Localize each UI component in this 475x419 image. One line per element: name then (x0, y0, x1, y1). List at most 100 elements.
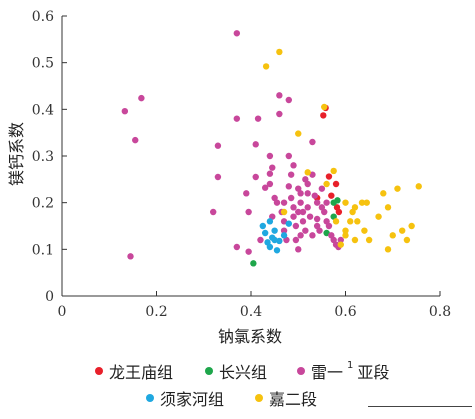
legend-label-sup: 1 (347, 359, 354, 371)
data-point (285, 96, 292, 104)
data-point (273, 247, 281, 254)
legend-item-changxing: 长兴组 (205, 359, 267, 383)
data-point (323, 199, 330, 206)
data-point (245, 248, 252, 255)
data-point (287, 194, 295, 202)
data-point (361, 227, 368, 234)
y-tick-label: 0 (45, 289, 54, 305)
data-point (297, 190, 304, 197)
x-tick-label: 0 (58, 304, 67, 320)
data-point (271, 227, 278, 234)
data-point (299, 218, 307, 225)
data-point (320, 112, 327, 119)
data-point (351, 236, 359, 244)
data-point (297, 199, 304, 206)
legend-dot-icon (297, 367, 305, 375)
x-axis-label: 钠氯系数 (218, 327, 282, 346)
axes: 0 0.2 0.4 0.6 0.8 0 0.1 0.2 0.3 0.4 0.5 0.6 (32, 9, 451, 320)
legend-item-xujiahe: 须家河组 (146, 386, 224, 410)
data-point (335, 208, 343, 216)
legend: 龙王庙组 长兴组 雷一 1 亚段 须家河组 嘉二段 (0, 354, 475, 414)
data-point (259, 222, 267, 230)
x-tick-label: 0.6 (334, 304, 356, 320)
data-point (342, 199, 349, 206)
data-point (325, 173, 333, 180)
data-point (295, 208, 302, 216)
legend-item-leiyi: 雷一 1 亚段 (297, 359, 389, 383)
y-tick-label: 0.6 (32, 9, 54, 25)
legend-item-longwangmiao: 龙王庙组 (95, 359, 173, 383)
data-point (325, 222, 333, 230)
data-point (280, 227, 288, 234)
data-point (332, 218, 340, 225)
y-tick-label: 0.5 (32, 56, 54, 72)
data-point (269, 164, 276, 171)
x-tick-label: 0.8 (429, 304, 451, 320)
data-point (375, 213, 382, 220)
data-point (285, 152, 292, 160)
data-point (287, 171, 295, 178)
data-point (290, 162, 297, 169)
data-point (266, 243, 274, 251)
data-point (415, 183, 422, 190)
y-tick-label: 0.3 (32, 149, 54, 165)
legend-item-jiaer: 嘉二段 (255, 386, 317, 410)
data-point (280, 208, 288, 216)
data-points (121, 30, 422, 267)
data-point (285, 183, 292, 190)
legend-dot-icon (205, 367, 213, 375)
data-point (337, 241, 344, 248)
data-point (233, 115, 241, 122)
data-point (243, 190, 250, 197)
data-point (347, 218, 354, 225)
data-point (309, 232, 316, 239)
data-point (313, 222, 321, 230)
data-point (273, 199, 281, 206)
legend-label: 龙王庙组 (109, 363, 174, 382)
data-point (276, 110, 283, 118)
data-point (389, 232, 396, 239)
data-point (313, 199, 321, 206)
y-tick-label: 0.1 (32, 242, 54, 258)
data-point (309, 138, 316, 146)
data-point (276, 92, 283, 99)
data-point (323, 229, 330, 237)
data-point (399, 227, 406, 234)
data-point (261, 184, 269, 191)
y-tick-label: 0.2 (32, 196, 54, 212)
data-point (384, 204, 392, 211)
data-point (332, 180, 340, 188)
data-point (266, 152, 274, 160)
data-point (309, 171, 316, 178)
data-point (262, 63, 270, 70)
data-point (292, 222, 300, 230)
data-point (280, 199, 288, 206)
data-point (330, 199, 337, 206)
data-point (328, 192, 335, 199)
data-point (306, 213, 314, 220)
data-point (266, 180, 274, 188)
data-point (304, 180, 311, 188)
data-point (254, 115, 262, 122)
legend-label: 长兴组 (219, 363, 268, 382)
data-point (266, 218, 274, 225)
data-point (380, 190, 387, 197)
data-point (290, 213, 297, 220)
data-point (261, 229, 269, 237)
data-point (271, 236, 278, 244)
divider-line (368, 406, 472, 407)
data-point (408, 222, 415, 230)
data-point (304, 169, 311, 176)
data-point (384, 246, 392, 253)
data-point (233, 30, 241, 37)
y-tick-label: 0.4 (32, 102, 54, 118)
data-point (233, 243, 241, 251)
data-point (318, 185, 326, 192)
data-point (266, 170, 274, 177)
data-point (210, 208, 217, 216)
data-point (302, 227, 309, 234)
data-point (121, 108, 129, 115)
data-point (354, 218, 361, 225)
data-point (245, 208, 252, 216)
data-point (304, 204, 311, 211)
